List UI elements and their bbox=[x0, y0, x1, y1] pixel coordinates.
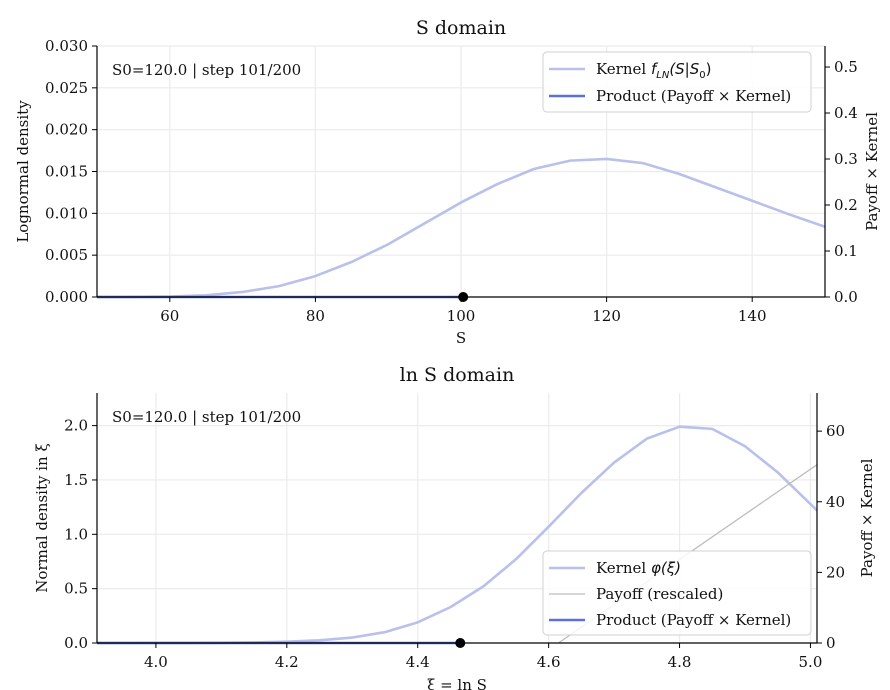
x-axis-label: S bbox=[456, 329, 466, 347]
chart-1: 60 80 100 120 140 0.000 0.005 0.010 0.015 0.020 0.… bbox=[14, 17, 881, 347]
y2-axis-label: Payoff × Kernel bbox=[858, 458, 876, 577]
y-axis-label: Lognormal density bbox=[14, 100, 32, 243]
series-line-kernel bbox=[97, 157, 825, 299]
legend-label-kernel: Kernel φ(ξ) bbox=[596, 559, 681, 577]
legend-box bbox=[542, 550, 812, 636]
legend-label-part: Payoff (rescaled) bbox=[596, 585, 723, 603]
y2-tick-label: 0 bbox=[826, 634, 836, 652]
y2-tick-label: 0.0 bbox=[834, 288, 858, 306]
x-tick-label: 60 bbox=[160, 307, 179, 325]
y-tick-label: 0.0 bbox=[64, 634, 88, 652]
y-tick-label: 0.5 bbox=[64, 580, 88, 598]
y-tick-label: 0.000 bbox=[45, 288, 88, 306]
legend-label-part: Product (Payoff × Kernel) bbox=[596, 87, 791, 105]
y-axis-label: Normal density in ξ bbox=[33, 443, 51, 592]
step-annotation: S0=120.0 | step 101/200 bbox=[112, 61, 301, 79]
x-tick-label: 4.4 bbox=[406, 653, 430, 671]
y-tick-label: 1.5 bbox=[64, 471, 88, 489]
step-annotation: S0=120.0 | step 101/200 bbox=[112, 408, 301, 426]
y-tick-label: 0.015 bbox=[45, 163, 88, 181]
legend-label-part: ) bbox=[706, 60, 712, 78]
y-tick-label: 0.025 bbox=[45, 79, 88, 97]
x-tick-label: 80 bbox=[306, 307, 325, 325]
legend: Kernel φ(ξ) Payoff (rescaled) Product (Pay… bbox=[542, 550, 812, 636]
x-tick-label: 100 bbox=[447, 307, 476, 325]
y2-tick-label: 60 bbox=[826, 422, 845, 440]
x-tick-label: 5.0 bbox=[799, 653, 823, 671]
legend-label-product: Product (Payoff × Kernel) bbox=[596, 87, 791, 105]
y2-tick-label: 0.4 bbox=[834, 104, 858, 122]
y-tick-label: 0.005 bbox=[45, 246, 88, 264]
x-tick-label: 140 bbox=[738, 307, 767, 325]
x-tick-label: 4.8 bbox=[668, 653, 692, 671]
legend-label-part: Kernel bbox=[596, 559, 651, 577]
chart-title: ln S domain bbox=[400, 364, 515, 386]
legend-label-part: (ξ) bbox=[661, 559, 681, 577]
current-step-marker bbox=[455, 638, 466, 648]
y2-tick-label: 0.1 bbox=[834, 242, 858, 260]
chart-title: S domain bbox=[416, 17, 506, 39]
legend-label-part: φ bbox=[651, 559, 661, 577]
x-tick-label: 4.0 bbox=[144, 653, 168, 671]
y-tick-label: 2.0 bbox=[64, 417, 88, 435]
y-tick-label: 0.020 bbox=[45, 121, 88, 139]
legend-label-kernel: Kernel fLN(S|S0) bbox=[596, 60, 712, 81]
y2-tick-label: 0.5 bbox=[834, 58, 858, 76]
chart-2: 4.0 4.2 4.4 4.6 4.8 5.0 0.0 0.5 1.0 1.5 2.0 0 20 40 60… bbox=[33, 364, 876, 690]
current-step-marker bbox=[458, 292, 469, 302]
legend-label-part: LN bbox=[656, 70, 670, 81]
y-tick-label: 0.030 bbox=[45, 37, 88, 55]
y2-axis-label: Payoff × Kernel bbox=[863, 112, 881, 231]
legend-label-part: 0 bbox=[699, 70, 705, 81]
y-tick-label: 1.0 bbox=[64, 525, 88, 543]
legend-label-part: Kernel bbox=[596, 60, 651, 78]
x-tick-label: 4.6 bbox=[537, 653, 561, 671]
legend-label-product: Product (Payoff × Kernel) bbox=[596, 611, 791, 629]
legend: Kernel fLN(S|S0) Product (Payoff × Kernel… bbox=[542, 51, 812, 113]
y-tick-label: 0.010 bbox=[45, 204, 88, 222]
y2-tick-label: 20 bbox=[826, 563, 845, 581]
x-tick-label: 4.2 bbox=[275, 653, 299, 671]
x-tick-label: 120 bbox=[592, 307, 621, 325]
x-axis-label: ξ = ln S bbox=[427, 676, 487, 690]
legend-label-part: Product (Payoff × Kernel) bbox=[596, 611, 791, 629]
legend-box bbox=[542, 51, 812, 113]
y2-tick-label: 40 bbox=[826, 493, 845, 511]
y2-tick-label: 0.2 bbox=[834, 196, 858, 214]
legend-label-payoff: Payoff (rescaled) bbox=[596, 585, 723, 603]
legend-label-part: (S|S bbox=[669, 60, 699, 78]
legend-label-part: f bbox=[651, 60, 659, 78]
y2-tick-label: 0.3 bbox=[834, 150, 858, 168]
